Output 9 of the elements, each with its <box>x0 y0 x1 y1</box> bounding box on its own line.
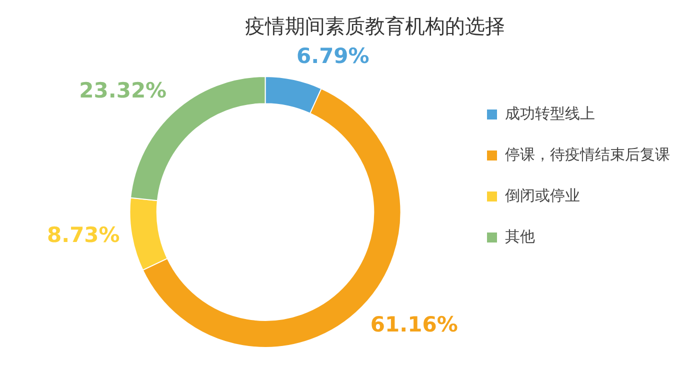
legend-label: 倒闭或停业 <box>505 186 580 204</box>
data-label: 6.79% <box>296 44 370 68</box>
legend-label: 停课，待疫情结束后复课 <box>505 145 670 164</box>
data-label: 23.32% <box>79 78 167 102</box>
legend-label: 成功转型线上 <box>505 104 595 122</box>
data-label: 61.16% <box>370 312 458 336</box>
data-label: 8.73% <box>46 223 120 248</box>
chart-title: 疫情期间素质教育机构的选择 <box>245 14 505 38</box>
legend-label: 其他 <box>505 227 535 246</box>
